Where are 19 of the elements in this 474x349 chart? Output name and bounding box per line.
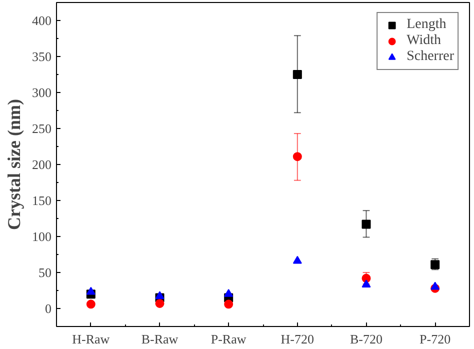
x-tick-label: B-Raw	[141, 332, 179, 346]
x-tick-label: B-720	[350, 332, 382, 346]
x-tick-label: H-720	[280, 332, 314, 346]
legend-label: Scherrer	[406, 49, 454, 65]
x-tick-label: H-Raw	[72, 332, 110, 346]
y-tick-label: 250	[32, 121, 52, 136]
x-tick-label: P-Raw	[210, 332, 247, 346]
legend-label: Width	[406, 33, 442, 49]
y-tick-label: 150	[32, 193, 52, 208]
y-tick-label: 200	[32, 157, 52, 172]
y-tick-label: 50	[38, 265, 52, 280]
y-tick-label: 350	[32, 49, 52, 64]
y-axis-title: Crystal size (nm)	[4, 99, 24, 230]
legend-label: Length	[406, 17, 446, 33]
y-tick-label: 0	[45, 301, 52, 316]
x-tick-label: P-720	[420, 332, 451, 346]
y-tick-label: 400	[32, 13, 52, 28]
y-tick-label: 300	[32, 85, 52, 100]
y-tick-label: 100	[32, 229, 52, 244]
